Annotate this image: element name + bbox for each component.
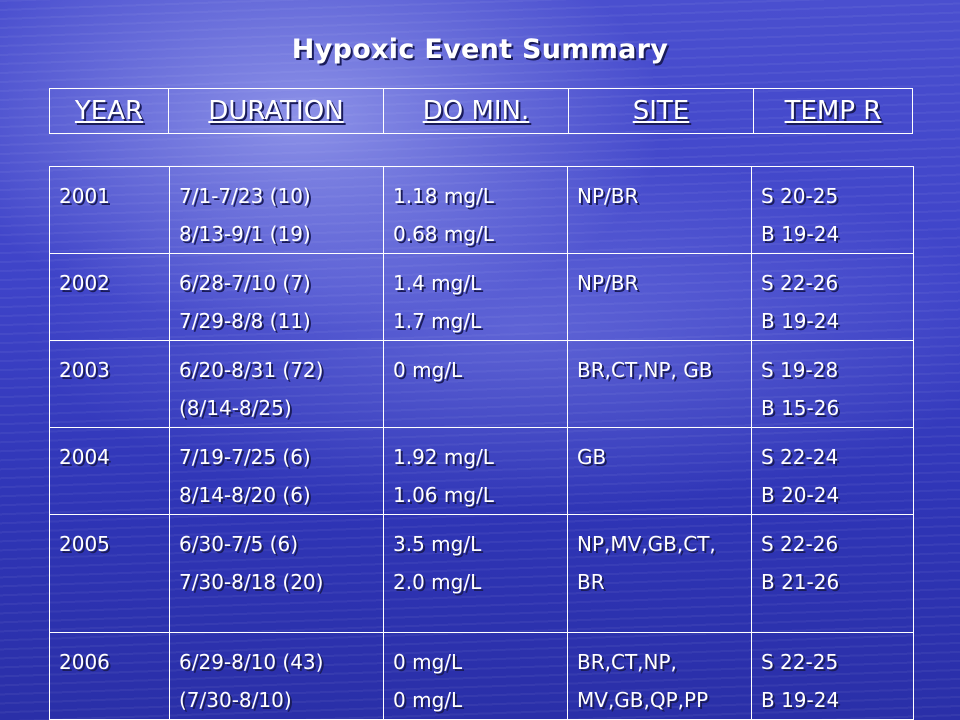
duration-cell: 6/20-8/31 (72) (8/14-8/25) — [169, 340, 384, 428]
do-min-cell-line: 0 mg/L — [393, 650, 463, 674]
duration-cell-line: 7/1-7/23 (10) — [179, 184, 311, 208]
year-cell: 2004 — [49, 427, 170, 515]
header-divider — [568, 89, 569, 133]
duration-cell-line: 7/19-7/25 (6) — [179, 445, 311, 469]
site-cell-line: NP/BR — [577, 271, 639, 295]
header-divider — [168, 89, 169, 133]
temp-range-cell-line: B 19-24 — [761, 222, 840, 246]
duration-cell-line: 8/14-8/20 (6) — [179, 483, 311, 507]
temp-range-cell-line: B 21-26 — [761, 570, 840, 594]
table-row: 2004 7/19-7/25 (6) 8/14-8/20 (6) 1.92 mg/L 1… — [49, 427, 914, 515]
temp-range-cell: S 20-25 B 19-24 — [751, 166, 914, 254]
site-cell: NP/BR — [567, 166, 752, 254]
temp-range-cell-line: S 20-25 — [761, 184, 839, 208]
duration-cell: 6/28-7/10 (7) 7/29-8/8 (11) — [169, 253, 384, 341]
do-min-cell-line: 1.92 mg/L — [393, 445, 494, 469]
duration-cell-line: (7/30-8/10) — [179, 688, 292, 712]
do-min-cell-line: 1.7 mg/L — [393, 309, 482, 333]
duration-cell-line: 7/30-8/18 (20) — [179, 570, 324, 594]
temp-range-cell: S 22-24 B 20-24 — [751, 427, 914, 515]
site-cell-line: GB — [577, 445, 607, 469]
table-row: 2002 6/28-7/10 (7) 7/29-8/8 (11) 1.4 mg/L 1.… — [49, 253, 914, 341]
duration-cell-line: 7/29-8/8 (11) — [179, 309, 311, 333]
site-cell-line: BR — [577, 570, 605, 594]
header-do-min: DO MIN. — [422, 96, 530, 126]
header-divider — [383, 89, 384, 133]
temp-range-cell-line: B 20-24 — [761, 483, 840, 507]
site-cell-line: BR,CT,NP, — [577, 650, 677, 674]
temp-range-cell-line: S 19-28 — [761, 358, 839, 382]
site-cell: BR,CT,NP, MV,GB,QP,PP — [567, 632, 752, 720]
header-divider — [753, 89, 754, 133]
duration-cell: 6/29-8/10 (43) (7/30-8/10) — [169, 632, 384, 720]
temp-range-cell-line: B 19-24 — [761, 688, 840, 712]
site-cell: NP,MV,GB,CT, BR — [567, 514, 752, 633]
site-cell-line: NP,MV,GB,CT, — [577, 532, 716, 556]
table-row: 2006 6/29-8/10 (43) (7/30-8/10) 0 mg/L 0 mg/… — [49, 632, 914, 720]
year-cell: 2001 — [49, 166, 170, 254]
header-site: SITE — [632, 96, 690, 126]
year-cell: 2002 — [49, 253, 170, 341]
do-min-cell-line: 1.18 mg/L — [393, 184, 494, 208]
do-min-cell: 0 mg/L — [383, 340, 568, 428]
year-cell: 2005 — [49, 514, 170, 633]
duration-cell: 7/1-7/23 (10) 8/13-9/1 (19) — [169, 166, 384, 254]
temp-range-cell: S 22-26 B 21-26 — [751, 514, 914, 633]
do-min-cell-line: 0 mg/L — [393, 358, 463, 382]
temp-range-cell: S 19-28 B 15-26 — [751, 340, 914, 428]
do-min-cell-line: 1.06 mg/L — [393, 483, 494, 507]
header-year: YEAR — [74, 96, 144, 126]
duration-cell-line: 6/30-7/5 (6) — [179, 532, 299, 556]
duration-cell-line: 6/20-8/31 (72) — [179, 358, 324, 382]
site-cell: NP/BR — [567, 253, 752, 341]
temp-range-cell-line: B 15-26 — [761, 396, 840, 420]
table-body: 2001 7/1-7/23 (10) 8/13-9/1 (19) 1.18 mg/L 0… — [49, 166, 914, 720]
slide-title: Hypoxic Event Summary — [291, 34, 669, 65]
temp-range-cell-line: S 22-25 — [761, 650, 839, 674]
do-min-cell-line: 0 mg/L — [393, 688, 463, 712]
site-cell: BR,CT,NP, GB — [567, 340, 752, 428]
duration-cell-line: (8/14-8/25) — [179, 396, 292, 420]
header-table: YEAR DURATION DO MIN. SITE TEMP R — [49, 88, 913, 134]
do-min-cell-line: 3.5 mg/L — [393, 532, 482, 556]
duration-cell-line: 8/13-9/1 (19) — [179, 222, 311, 246]
duration-cell: 6/30-7/5 (6) 7/30-8/18 (20) — [169, 514, 384, 633]
year-cell: 2003 — [49, 340, 170, 428]
table-row: 2003 6/20-8/31 (72) (8/14-8/25) 0 mg/L BR,CT… — [49, 340, 914, 428]
table-row: 2005 6/30-7/5 (6) 7/30-8/18 (20) 3.5 mg/L 2.… — [49, 514, 914, 633]
hypoxic-event-table: 2001 7/1-7/23 (10) 8/13-9/1 (19) 1.18 mg/L 0… — [49, 166, 914, 720]
do-min-cell: 1.92 mg/L 1.06 mg/L — [383, 427, 568, 515]
do-min-cell-line: 2.0 mg/L — [393, 570, 482, 594]
do-min-cell: 1.18 mg/L 0.68 mg/L — [383, 166, 568, 254]
site-cell-line: BR,CT,NP, GB — [577, 358, 713, 382]
temp-range-cell-line: S 22-24 — [761, 445, 839, 469]
temp-range-cell-line: S 22-26 — [761, 271, 839, 295]
site-cell-line: NP/BR — [577, 184, 639, 208]
site-cell-line: MV,GB,QP,PP — [577, 688, 709, 712]
duration-cell-line: 6/29-8/10 (43) — [179, 650, 324, 674]
table-row: 2001 7/1-7/23 (10) 8/13-9/1 (19) 1.18 mg/L 0… — [49, 166, 914, 254]
temp-range-cell-line: B 19-24 — [761, 309, 840, 333]
header-temp-range: TEMP R — [784, 96, 882, 126]
do-min-cell: 1.4 mg/L 1.7 mg/L — [383, 253, 568, 341]
site-cell: GB — [567, 427, 752, 515]
temp-range-cell: S 22-26 B 19-24 — [751, 253, 914, 341]
do-min-cell-line: 0.68 mg/L — [393, 222, 494, 246]
header-duration: DURATION — [208, 96, 344, 126]
temp-range-cell-line: S 22-26 — [761, 532, 839, 556]
duration-cell: 7/19-7/25 (6) 8/14-8/20 (6) — [169, 427, 384, 515]
duration-cell-line: 6/28-7/10 (7) — [179, 271, 311, 295]
year-cell: 2006 — [49, 632, 170, 720]
do-min-cell: 3.5 mg/L 2.0 mg/L — [383, 514, 568, 633]
do-min-cell: 0 mg/L 0 mg/L — [383, 632, 568, 720]
temp-range-cell: S 22-25 B 19-24 — [751, 632, 914, 720]
do-min-cell-line: 1.4 mg/L — [393, 271, 482, 295]
